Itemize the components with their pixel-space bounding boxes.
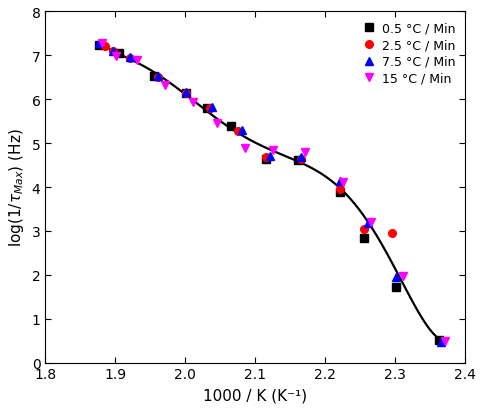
2.5 °C / Min [389, 231, 395, 236]
15 °C / Min [442, 338, 448, 343]
0.5 °C / Min [295, 158, 301, 163]
2.5 °C / Min [208, 106, 213, 111]
2.5 °C / Min [110, 49, 116, 54]
15 °C / Min [302, 150, 308, 155]
7.5 °C / Min [110, 49, 116, 54]
Legend: 0.5 °C / Min, 2.5 °C / Min, 7.5 °C / Min, 15 °C / Min: 0.5 °C / Min, 2.5 °C / Min, 7.5 °C / Min… [359, 19, 459, 89]
0.5 °C / Min [116, 52, 122, 56]
0.5 °C / Min [361, 236, 367, 240]
7.5 °C / Min [210, 106, 215, 110]
0.5 °C / Min [436, 337, 442, 342]
0.5 °C / Min [204, 107, 210, 112]
X-axis label: 1000 / K (K⁻¹): 1000 / K (K⁻¹) [203, 387, 307, 402]
7.5 °C / Min [96, 42, 102, 47]
2.5 °C / Min [236, 129, 242, 134]
Line: 0.5 °C / Min: 0.5 °C / Min [95, 42, 443, 344]
15 °C / Min [400, 274, 406, 279]
0.5 °C / Min [183, 92, 189, 97]
15 °C / Min [134, 58, 140, 63]
0.5 °C / Min [228, 125, 234, 130]
2.5 °C / Min [337, 187, 343, 192]
15 °C / Min [242, 146, 248, 151]
Y-axis label: log(1/$\tau$$_{Max}$) (Hz): log(1/$\tau$$_{Max}$) (Hz) [7, 128, 26, 247]
0.5 °C / Min [337, 190, 343, 195]
2.5 °C / Min [127, 56, 133, 61]
2.5 °C / Min [183, 91, 189, 96]
7.5 °C / Min [439, 339, 444, 344]
15 °C / Min [190, 101, 196, 106]
7.5 °C / Min [127, 56, 133, 61]
0.5 °C / Min [152, 74, 157, 79]
7.5 °C / Min [393, 275, 399, 280]
7.5 °C / Min [365, 221, 371, 226]
2.5 °C / Min [361, 227, 367, 231]
7.5 °C / Min [239, 128, 245, 133]
2.5 °C / Min [298, 157, 304, 162]
Line: 15 °C / Min: 15 °C / Min [98, 40, 449, 345]
Line: 7.5 °C / Min: 7.5 °C / Min [95, 40, 445, 346]
7.5 °C / Min [337, 179, 343, 184]
7.5 °C / Min [298, 155, 304, 160]
0.5 °C / Min [96, 43, 102, 48]
15 °C / Min [341, 180, 346, 185]
Line: 2.5 °C / Min: 2.5 °C / Min [101, 43, 396, 237]
15 °C / Min [270, 148, 276, 153]
15 °C / Min [113, 54, 119, 59]
0.5 °C / Min [393, 285, 399, 290]
15 °C / Min [369, 220, 374, 225]
15 °C / Min [99, 41, 105, 46]
0.5 °C / Min [263, 157, 269, 162]
2.5 °C / Min [102, 44, 108, 49]
2.5 °C / Min [155, 76, 161, 81]
7.5 °C / Min [183, 90, 189, 95]
15 °C / Min [214, 121, 220, 126]
15 °C / Min [162, 83, 168, 88]
2.5 °C / Min [263, 155, 269, 160]
7.5 °C / Min [155, 75, 161, 80]
7.5 °C / Min [267, 154, 273, 159]
